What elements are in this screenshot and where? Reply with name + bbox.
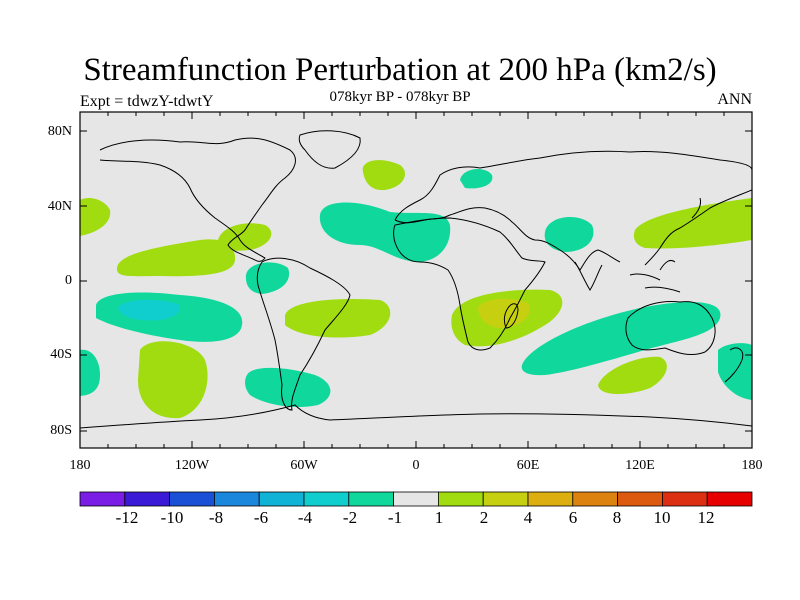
x-tick-180w: 180 bbox=[69, 458, 91, 473]
coastline-new-zealand bbox=[724, 347, 744, 383]
coastline-madagascar bbox=[503, 303, 519, 329]
coastline-australia bbox=[625, 301, 716, 355]
colorbar-box bbox=[258, 491, 305, 507]
negative-region-north-atlantic-band bbox=[319, 202, 451, 262]
colorbar-box bbox=[437, 491, 484, 507]
negative-region-west-edge-south bbox=[80, 349, 100, 396]
coastlines bbox=[80, 130, 752, 429]
chart-subtitle: 078kyr BP - 078kyr BP bbox=[329, 89, 471, 105]
colorbar-label: 1 bbox=[434, 508, 444, 527]
coastline-greenland bbox=[298, 130, 361, 169]
coastline-indonesia bbox=[629, 259, 681, 293]
negative-region-south-atlantic bbox=[245, 367, 331, 407]
negative-region-south-america bbox=[245, 262, 290, 294]
positive-region-north-pacific bbox=[116, 239, 236, 277]
season-label: ANN bbox=[717, 91, 752, 108]
x-tick-120e: 120E bbox=[625, 458, 655, 473]
colorbar-box bbox=[303, 491, 350, 507]
axis-ticks bbox=[79, 112, 753, 448]
positive-region-north-atlantic bbox=[362, 160, 405, 191]
coastline-north-america bbox=[99, 137, 296, 262]
positive-region-southern-ocean bbox=[598, 356, 667, 394]
coastline-africa bbox=[393, 217, 546, 351]
colorbar-box bbox=[79, 491, 126, 507]
y-tick-0: 0 bbox=[65, 273, 72, 288]
colorbar-box bbox=[572, 491, 618, 507]
negative-region-europe bbox=[460, 168, 493, 189]
y-tick-40n: 40N bbox=[47, 199, 72, 214]
colorbar-box bbox=[124, 491, 171, 507]
chart-title: Streamfunction Perturbation at 200 hPa (… bbox=[83, 52, 717, 88]
coastline-antarctica bbox=[80, 404, 752, 429]
colorbar-label: -8 bbox=[208, 508, 224, 527]
colorbar-box bbox=[617, 491, 663, 507]
colorbar-box bbox=[213, 491, 260, 507]
x-tick-180e: 180 bbox=[741, 458, 763, 473]
colorbar-box bbox=[662, 491, 708, 507]
colorbar-box bbox=[169, 491, 215, 507]
colorbar bbox=[79, 491, 753, 507]
colorbar-label: 4 bbox=[523, 508, 533, 527]
contour-fills bbox=[80, 160, 752, 419]
colorbar-box bbox=[706, 491, 753, 507]
colorbar-label: -2 bbox=[342, 508, 358, 527]
colorbar-label: 8 bbox=[612, 508, 622, 527]
x-tick-60w: 60W bbox=[290, 458, 318, 473]
y-tick-40s: 40S bbox=[50, 347, 72, 362]
colorbar-label: -10 bbox=[160, 508, 184, 527]
colorbar-label: 2 bbox=[479, 508, 489, 527]
coastline-india bbox=[574, 261, 603, 291]
y-tick-80n: 80N bbox=[47, 124, 72, 139]
colorbar-box bbox=[393, 491, 439, 507]
colorbar-label: 6 bbox=[568, 508, 578, 527]
colorbar-box bbox=[348, 491, 394, 507]
colorbar-label: 10 bbox=[653, 508, 671, 527]
positive-region-south-atlantic bbox=[285, 298, 391, 338]
colorbar-label: -6 bbox=[253, 508, 269, 527]
colorbar-label: 12 bbox=[697, 508, 715, 527]
positive-region-west-edge bbox=[80, 198, 111, 236]
colorbar-label: -4 bbox=[297, 508, 313, 527]
colorbar-label: -1 bbox=[387, 508, 403, 527]
colorbar-box bbox=[527, 491, 574, 507]
y-tick-80s: 80S bbox=[50, 423, 72, 438]
coastline-japan bbox=[691, 197, 701, 219]
colorbar-box bbox=[482, 491, 529, 507]
x-tick-120w: 120W bbox=[174, 458, 210, 473]
positive-region-south-pacific bbox=[138, 341, 208, 419]
experiment-label: Expt = tdwzY-tdwtY bbox=[80, 93, 214, 110]
colorbar-label: -12 bbox=[115, 508, 139, 527]
x-tick-60e: 60E bbox=[516, 458, 540, 473]
negative-region-indian-ocean bbox=[521, 302, 721, 376]
coastline-south-america bbox=[256, 257, 351, 411]
negative-region-arabia bbox=[544, 216, 594, 252]
x-tick-0: 0 bbox=[412, 458, 420, 473]
negative-core-south-pacific bbox=[118, 299, 180, 321]
positive-region-west-pacific bbox=[633, 198, 752, 249]
